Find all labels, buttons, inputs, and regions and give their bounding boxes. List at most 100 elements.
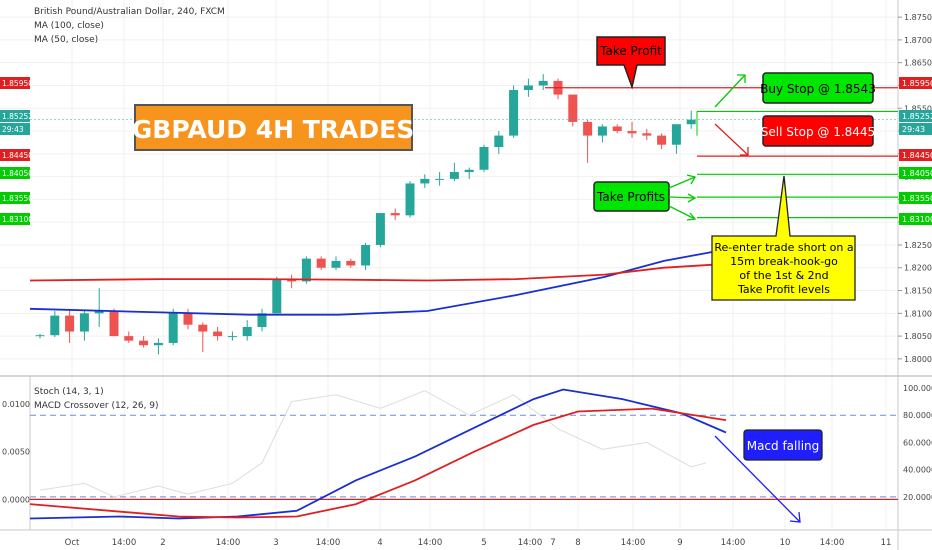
stoch-tick-label: 100.0000 (903, 384, 932, 393)
candle (242, 326, 252, 337)
time-tick-label: 14:00 (316, 538, 341, 548)
price-badge-text: 1.85252 (2, 112, 33, 121)
buy-stop-box (762, 72, 874, 104)
time-tick-label: 14:00 (518, 538, 543, 548)
reenter-line-4: Take Profit levels (737, 283, 830, 296)
price-badge-text: 1.83100 (902, 215, 932, 224)
price-badges: 1.85950 1.85950 1.85252 1.85252 29:43 29:43 1.… (0, 77, 932, 225)
price-badge-left (0, 149, 30, 161)
candle (94, 311, 104, 314)
time-tick-label: 14:00 (418, 538, 443, 548)
candle (627, 131, 637, 134)
time-tick-label: 11 (881, 538, 892, 548)
candle (435, 178, 445, 180)
candle (346, 260, 356, 266)
moving-averages (29, 246, 739, 316)
time-tick-label: 14:00 (820, 538, 845, 548)
time-tick-label: 3 (273, 538, 278, 548)
candle (464, 169, 474, 173)
price-badge-text: 1.85252 (902, 112, 932, 121)
price-badge-left (0, 110, 30, 122)
time-tick-label: 9 (677, 538, 682, 548)
price-tick-label: 1.86500 (904, 59, 932, 68)
candle (686, 119, 696, 125)
candle (671, 124, 681, 145)
time-tick-label: 5 (481, 538, 486, 548)
time-tick-label: 14:00 (621, 538, 646, 548)
reenter-line-2: 15m break-hook-go (730, 255, 838, 268)
candle (390, 213, 400, 216)
ma100-label: MA (100, close) (34, 21, 104, 31)
candle (538, 80, 548, 86)
candle (331, 260, 341, 268)
title-box (134, 104, 413, 151)
stoch-label: Stoch (14, 3, 1) (34, 387, 104, 397)
time-tick-label: 2 (160, 538, 165, 548)
candles (35, 74, 696, 355)
candle (597, 126, 607, 136)
price-badge-right (899, 167, 932, 179)
price-badge-right (899, 123, 932, 135)
price-tick-label: 1.82000 (904, 264, 932, 273)
candle (612, 126, 622, 132)
time-tick-label: Oct (65, 538, 80, 548)
candle (568, 94, 578, 122)
time-tick-label: 7 (550, 538, 555, 548)
candle (361, 244, 371, 266)
macd-tick-label: 0.0050 (2, 448, 30, 457)
candle (642, 133, 652, 136)
price-badge-left (0, 213, 30, 225)
time-tick-label: 14:00 (721, 538, 746, 548)
candle (420, 178, 430, 184)
candle (301, 258, 311, 282)
candle (65, 315, 75, 332)
time-axis: Oct 14:00 2 14:00 3 14:00 4 14:00 5 14:00 7 8 14:00 9… (65, 538, 892, 548)
price-tick-label: 1.80000 (904, 355, 932, 364)
price-badge-right (899, 149, 932, 161)
take-profits-label: Take Profits (596, 190, 665, 204)
candle (509, 90, 519, 136)
macd-label: MACD Crossover (12, 26, 9) (34, 401, 159, 411)
candle (272, 279, 282, 314)
take-profits-box (593, 181, 670, 212)
candle (227, 336, 237, 338)
buy-stop-label: Buy Stop @ 1.8543 (760, 82, 876, 96)
symbol-title: British Pound/Australian Dollar, 240, FX… (34, 7, 225, 17)
stoch-tick-label: 20.0000 (903, 493, 932, 502)
price-tick-label: 1.85500 (904, 104, 932, 113)
time-tick-label: 14:00 (112, 538, 137, 548)
price-tick-label: 1.81000 (904, 309, 932, 318)
candle (153, 342, 163, 346)
candle (479, 146, 489, 170)
candle (316, 258, 326, 268)
price-tick-label: 1.87500 (904, 13, 932, 22)
candle (213, 331, 223, 337)
price-tick-label: 1.87000 (904, 36, 932, 45)
macd-falling-box (743, 429, 823, 461)
candle (50, 315, 60, 336)
candle (405, 183, 415, 216)
price-badge-text: 1.85950 (2, 79, 33, 88)
price-badge-text: 1.83550 (902, 194, 932, 203)
candle (257, 313, 267, 327)
price-badge-right (899, 192, 932, 204)
title-text: GBPAUD 4H TRADES (132, 115, 414, 144)
time-tick-label: 14:00 (216, 538, 241, 548)
price-badge-left (0, 192, 30, 204)
candle (183, 313, 193, 325)
time-tick-label: 8 (575, 538, 580, 548)
price-badge-right (899, 77, 932, 89)
sell-stop-box (762, 115, 874, 147)
candle (583, 121, 593, 136)
macd-tick-label: 0.0100 (2, 400, 30, 409)
lower-axis: 100.0000 80.0000 60.0000 40.0000 20.0000 0.01… (2, 384, 932, 504)
price-badge-right (899, 213, 932, 225)
candle (35, 335, 45, 337)
ma50-line (29, 262, 739, 282)
reenter-line-1: Re-enter trade short on a (714, 241, 853, 254)
ma100-line (29, 246, 739, 316)
candle (168, 313, 178, 343)
macd-tick-label: 0.0000 (2, 495, 30, 504)
price-badge-left (0, 123, 30, 135)
